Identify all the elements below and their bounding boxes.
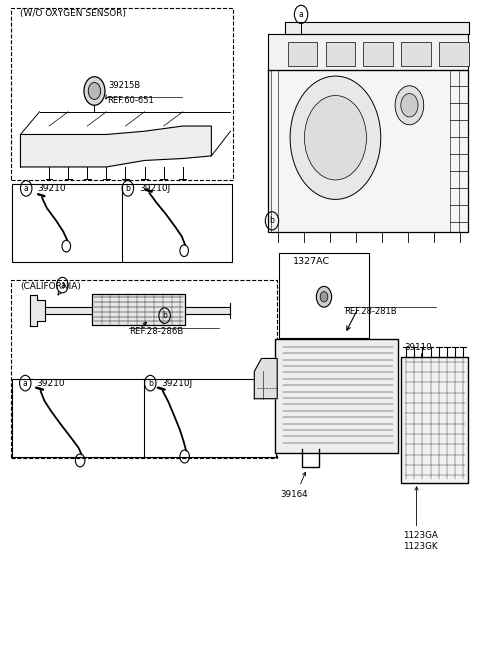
Text: a: a	[299, 10, 303, 19]
Polygon shape	[268, 34, 468, 70]
Bar	[11, 280, 277, 458]
Bar	[363, 42, 393, 67]
Text: 39110: 39110	[405, 343, 432, 352]
Text: b: b	[162, 311, 167, 320]
Text: a: a	[60, 280, 65, 289]
Text: 39215B: 39215B	[109, 82, 141, 90]
Polygon shape	[45, 306, 92, 314]
Text: 1327AC: 1327AC	[292, 256, 330, 265]
Bar	[326, 42, 356, 67]
Text: 39164: 39164	[281, 490, 308, 499]
Circle shape	[320, 291, 328, 302]
Circle shape	[395, 86, 424, 125]
Text: 39210J: 39210J	[139, 184, 170, 193]
Text: REF.28-286B: REF.28-286B	[129, 327, 184, 336]
Bar	[279, 253, 369, 338]
Text: REF.28-281B: REF.28-281B	[344, 306, 396, 316]
Text: (W/O OXYGEN SENSOR): (W/O OXYGEN SENSOR)	[21, 9, 126, 18]
Bar	[440, 42, 469, 67]
Bar	[92, 293, 185, 325]
Text: 39210: 39210	[37, 184, 66, 193]
Text: 1123GK: 1123GK	[403, 542, 438, 550]
Text: 39210J: 39210J	[161, 379, 192, 388]
Polygon shape	[30, 295, 45, 326]
Bar	[401, 357, 468, 483]
Bar	[288, 42, 317, 67]
Polygon shape	[254, 359, 277, 399]
Circle shape	[290, 76, 381, 200]
Polygon shape	[21, 126, 211, 167]
FancyBboxPatch shape	[275, 339, 398, 452]
Text: b: b	[125, 184, 130, 193]
Polygon shape	[268, 70, 468, 232]
Text: a: a	[23, 379, 28, 388]
Text: b: b	[148, 379, 153, 388]
Circle shape	[316, 286, 332, 307]
Bar	[12, 379, 276, 457]
Circle shape	[84, 77, 105, 105]
Text: b: b	[270, 216, 275, 226]
Text: (CALIFORNIA): (CALIFORNIA)	[21, 282, 81, 291]
Text: 1123GA: 1123GA	[403, 531, 438, 539]
Polygon shape	[285, 22, 469, 34]
Bar	[12, 185, 232, 262]
Circle shape	[88, 83, 101, 99]
Bar	[11, 8, 233, 180]
Bar	[401, 42, 431, 67]
Text: a: a	[24, 184, 29, 193]
Text: 39210: 39210	[36, 379, 65, 388]
Circle shape	[304, 96, 366, 180]
Polygon shape	[185, 306, 230, 314]
Circle shape	[401, 94, 418, 117]
Text: REF.60-651: REF.60-651	[108, 96, 154, 105]
